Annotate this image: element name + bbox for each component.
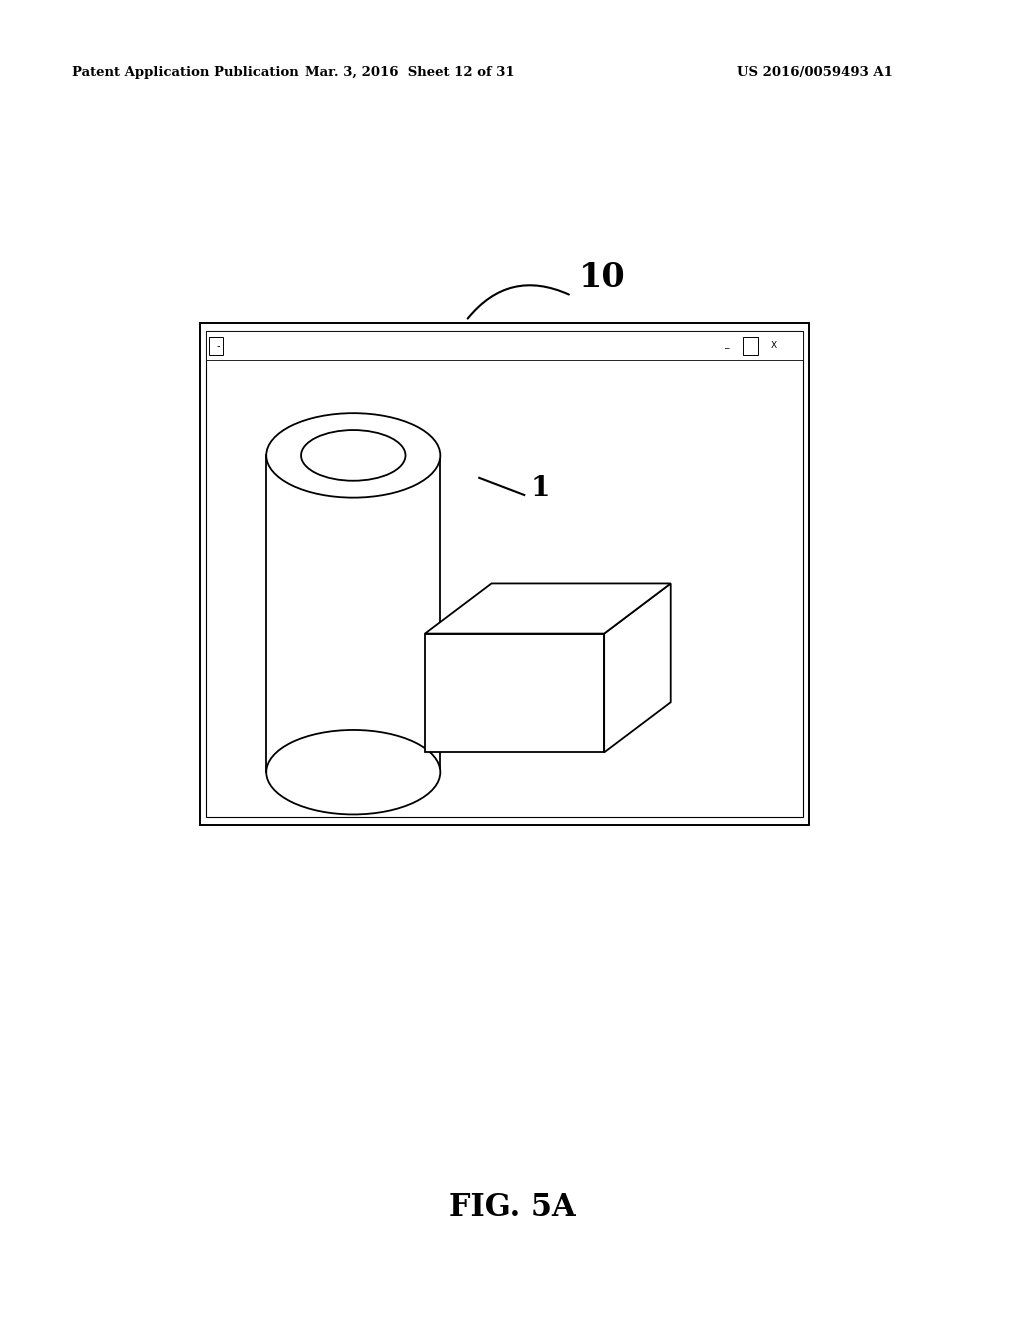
Polygon shape	[425, 583, 671, 634]
Text: X: X	[771, 342, 777, 350]
Bar	[206, 331, 803, 360]
Text: US 2016/0059493 A1: US 2016/0059493 A1	[737, 66, 893, 79]
Text: _: _	[724, 341, 728, 348]
Polygon shape	[425, 634, 604, 752]
Ellipse shape	[301, 430, 406, 480]
Bar	[206, 331, 803, 817]
Ellipse shape	[266, 413, 440, 498]
Bar	[200, 323, 809, 825]
Ellipse shape	[266, 730, 440, 814]
Bar	[743, 337, 758, 355]
Polygon shape	[604, 583, 671, 752]
Text: FIG. 5A: FIG. 5A	[449, 1192, 575, 1224]
FancyArrowPatch shape	[468, 285, 569, 318]
Text: Mar. 3, 2016  Sheet 12 of 31: Mar. 3, 2016 Sheet 12 of 31	[305, 66, 514, 79]
Bar	[209, 337, 223, 355]
Text: Patent Application Publication: Patent Application Publication	[72, 66, 298, 79]
Text: 10: 10	[579, 261, 626, 294]
Text: -: -	[216, 341, 220, 351]
Text: 1: 1	[530, 475, 550, 502]
